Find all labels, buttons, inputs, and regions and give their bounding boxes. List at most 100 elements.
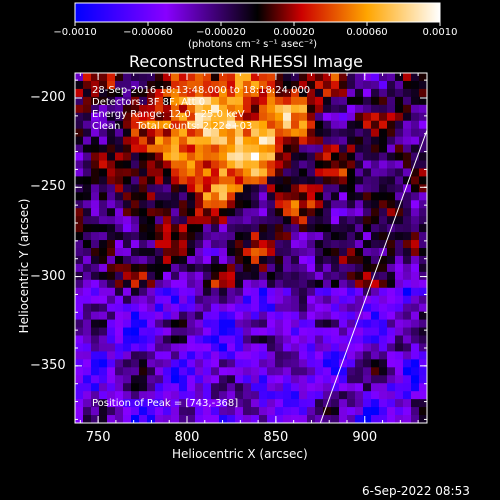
heatmap-cell	[219, 88, 228, 98]
heatmap-cell	[219, 367, 228, 376]
heatmap-cell	[219, 104, 228, 114]
heatmap-cell	[299, 168, 308, 178]
heatmap-cell	[131, 367, 140, 376]
heatmap-cell	[275, 120, 284, 130]
heatmap-cell	[219, 359, 228, 368]
heatmap-cell	[347, 200, 356, 209]
heatmap-cell	[371, 319, 380, 329]
heatmap-cell	[147, 279, 156, 289]
heatmap-cell	[83, 136, 92, 146]
heatmap-cell	[187, 248, 196, 257]
heatmap-cell	[387, 184, 396, 193]
heatmap-cell	[331, 263, 340, 273]
heatmap-cell	[275, 73, 284, 82]
heatmap-cell	[259, 263, 268, 273]
heatmap-cell	[419, 152, 427, 162]
heatmap-cell	[235, 263, 244, 273]
heatmap-cell	[315, 104, 324, 114]
heatmap-cell	[171, 104, 180, 114]
heatmap-cell	[379, 248, 388, 257]
heatmap-cell	[339, 327, 348, 337]
heatmap-cell	[235, 319, 244, 329]
heatmap-cell	[155, 176, 164, 185]
heatmap-cell	[419, 248, 427, 257]
heatmap-cell	[227, 263, 236, 273]
heatmap-cell	[387, 407, 396, 416]
heatmap-cell	[219, 255, 228, 265]
heatmap-cell	[211, 160, 220, 170]
heatmap-cell	[339, 200, 348, 209]
heatmap-cell	[123, 80, 132, 90]
heatmap-cell	[411, 240, 420, 249]
heatmap-cell	[235, 208, 244, 217]
heatmap-cell	[387, 367, 396, 376]
heatmap-cell	[187, 319, 196, 329]
heatmap-cell	[163, 176, 172, 185]
heatmap-cell	[371, 383, 380, 392]
heatmap-cell	[219, 73, 228, 82]
heatmap-cell	[267, 295, 276, 305]
heatmap-cell	[307, 144, 316, 154]
heatmap-cell	[139, 351, 148, 360]
heatmap-cell	[299, 80, 308, 90]
heatmap-cell	[275, 335, 284, 345]
heatmap-cell	[203, 327, 212, 337]
heatmap-cell	[99, 399, 108, 408]
heatmap-cell	[131, 112, 140, 122]
heatmap-cell	[75, 375, 84, 384]
heatmap-cell	[419, 311, 427, 321]
heatmap-cell	[107, 383, 116, 392]
heatmap-cell	[155, 319, 164, 329]
heatmap-cell	[395, 271, 404, 281]
heatmap-cell	[339, 184, 348, 193]
heatmap-cell	[291, 200, 300, 209]
heatmap-cell	[355, 152, 364, 162]
heatmap-cell	[379, 415, 388, 423]
heatmap-cell	[395, 367, 404, 376]
heatmap-cell	[275, 112, 284, 122]
heatmap-cell	[211, 144, 220, 154]
heatmap-cell	[147, 407, 156, 416]
heatmap-cell	[163, 271, 172, 281]
heatmap-cell	[387, 279, 396, 289]
heatmap-cell	[219, 184, 228, 193]
heatmap-cell	[395, 359, 404, 368]
heatmap-cell	[259, 287, 268, 297]
heatmap-cell	[203, 263, 212, 273]
heatmap-cell	[99, 303, 108, 313]
heatmap-cell	[331, 415, 340, 423]
heatmap-cell	[299, 295, 308, 305]
heatmap-cell	[267, 327, 276, 337]
heatmap-cell	[331, 351, 340, 360]
heatmap-cell	[211, 184, 220, 193]
counts-annotation: Clean Total counts: 2.22e+03	[92, 121, 253, 132]
heatmap-cell	[91, 335, 100, 345]
heatmap-cell	[379, 144, 388, 154]
heatmap-cell	[75, 176, 84, 185]
heatmap-cell	[267, 240, 276, 249]
heatmap-cell	[171, 120, 180, 130]
heatmap-cell	[99, 255, 108, 265]
heatmap-cell	[107, 415, 116, 423]
heatmap-cell	[75, 184, 84, 193]
heatmap-cell	[171, 343, 180, 353]
heatmap-cell	[411, 96, 420, 106]
heatmap-cell	[99, 176, 108, 185]
heatmap-cell	[211, 200, 220, 209]
heatmap-cell	[203, 73, 212, 82]
heatmap-cell	[275, 343, 284, 353]
heatmap-cell	[163, 279, 172, 289]
heatmap-cell	[395, 399, 404, 408]
heatmap-cell	[411, 88, 420, 98]
heatmap-cell	[139, 80, 148, 90]
heatmap-cell	[347, 399, 356, 408]
heatmap-cell	[307, 415, 316, 423]
heatmap-cell	[331, 303, 340, 313]
heatmap-cell	[267, 73, 276, 82]
heatmap-cell	[243, 80, 252, 90]
heatmap-cell	[227, 88, 236, 98]
heatmap-cell	[99, 160, 108, 170]
heatmap-cell	[163, 144, 172, 154]
heatmap-cell	[299, 216, 308, 225]
heatmap-cell	[227, 279, 236, 289]
